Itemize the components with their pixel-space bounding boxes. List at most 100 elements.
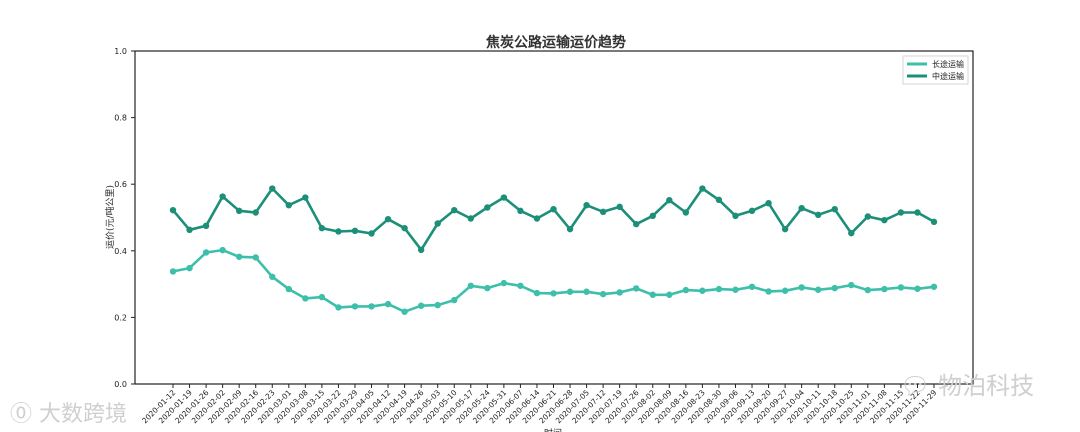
series-1-point <box>616 203 623 211</box>
series-0-point <box>351 303 359 310</box>
series-1-point <box>649 212 656 220</box>
chat-bubble-icon: 💬︎ <box>900 372 931 400</box>
series-0-point <box>484 284 491 292</box>
series-0-point <box>848 281 855 289</box>
series-1-point <box>269 185 276 192</box>
series-1-point <box>467 215 474 222</box>
series-0-point <box>649 291 656 298</box>
series-0-point <box>186 264 193 272</box>
series-0-point <box>748 283 756 290</box>
series-1-point <box>897 209 905 216</box>
series-0-point <box>269 273 276 280</box>
series-1-point <box>666 196 673 204</box>
series-0-point <box>798 284 805 291</box>
series-0-point <box>451 296 458 304</box>
series-1-point <box>732 212 739 220</box>
series-0-point <box>599 290 607 298</box>
series-0-point <box>831 284 838 292</box>
series-1-point <box>798 204 805 212</box>
series-1-point <box>219 193 226 200</box>
series-1-point <box>748 207 756 215</box>
series-0-point <box>930 283 938 290</box>
series-0-point <box>699 287 706 294</box>
series-1-point <box>186 226 193 234</box>
series-0-point <box>566 288 574 295</box>
series-1-point <box>682 209 690 216</box>
series-0-point <box>715 285 723 293</box>
series-1-point <box>202 222 210 230</box>
series-0-point <box>550 290 557 297</box>
series-1-point <box>765 199 772 207</box>
series-0-point <box>302 295 309 302</box>
series-1-point <box>252 209 259 216</box>
chart-title: 焦炭公路运输运价趋势 <box>485 34 626 51</box>
legend-label-medium: 中途运输 <box>932 71 964 81</box>
series-0-point <box>781 287 789 294</box>
series-0-point <box>467 282 474 289</box>
series-0-point <box>500 279 508 287</box>
series-1-point <box>351 227 359 235</box>
y-tick-label: 0.8 <box>114 114 127 123</box>
series-1-point <box>550 205 557 213</box>
series-1-point <box>417 246 425 254</box>
series-0-point <box>252 254 259 261</box>
series-0-point <box>219 246 226 254</box>
y-axis-label: 运价(元/吨公里) <box>104 185 116 249</box>
series-0-point <box>616 289 623 296</box>
y-tick-label: 0.6 <box>114 180 127 189</box>
series-1-point <box>583 201 590 209</box>
series-1-point <box>633 220 640 228</box>
y-tick-label: 1.0 <box>114 47 127 56</box>
plot-frame <box>134 50 974 385</box>
series-0-point <box>285 285 293 293</box>
series-1-point <box>533 215 541 222</box>
series-1-point <box>500 194 508 201</box>
watermark-right-text: 物泊科技 <box>938 372 1035 400</box>
series-1-point <box>517 207 524 215</box>
series-1-point <box>814 211 822 219</box>
x-axis-label: 时间 <box>544 427 562 432</box>
series-0-point <box>533 289 541 297</box>
series-1-point <box>831 205 838 213</box>
watermark-logo-icon: ⓪ <box>10 402 33 427</box>
series-0-point <box>434 301 441 309</box>
series-1-point <box>302 194 309 201</box>
series-0-point <box>368 303 375 310</box>
series-1-point <box>169 206 177 214</box>
series-1-point <box>715 196 723 204</box>
y-tick-label: 0.4 <box>114 247 127 256</box>
series-0-point <box>732 286 739 293</box>
legend-box <box>902 55 969 85</box>
watermark-left: ⓪ 大数跨境 <box>10 396 127 428</box>
series-1-point <box>368 230 375 237</box>
series-0-point <box>318 293 326 301</box>
series-0-point <box>235 253 243 260</box>
series-0-point <box>517 282 524 289</box>
series-1-point <box>781 225 789 233</box>
series-0-point <box>335 304 342 311</box>
series-0-point <box>881 285 888 293</box>
y-tick-label: 0.2 <box>114 313 127 322</box>
series-1-point <box>566 225 574 233</box>
series-0-point <box>417 302 425 309</box>
series-1-point <box>235 207 243 215</box>
series-1-point <box>384 215 392 223</box>
series-0-point <box>666 291 673 298</box>
series-0-point <box>765 288 772 295</box>
series-1-point <box>451 206 458 214</box>
series-1-point <box>285 201 293 209</box>
series-1-point <box>914 209 921 216</box>
series-1-point <box>434 220 441 227</box>
series-1-point <box>864 213 872 220</box>
series-0-point <box>682 286 690 294</box>
series-1-point <box>401 224 408 232</box>
series-0-point <box>864 286 872 294</box>
legend-label-long: 长途运输 <box>932 59 964 69</box>
series-0-point <box>583 288 590 295</box>
series-0-point <box>814 286 822 293</box>
series-1-point <box>848 229 855 237</box>
series-1-point <box>930 218 938 226</box>
series-1-point <box>484 204 491 211</box>
series-0-point <box>384 300 392 308</box>
